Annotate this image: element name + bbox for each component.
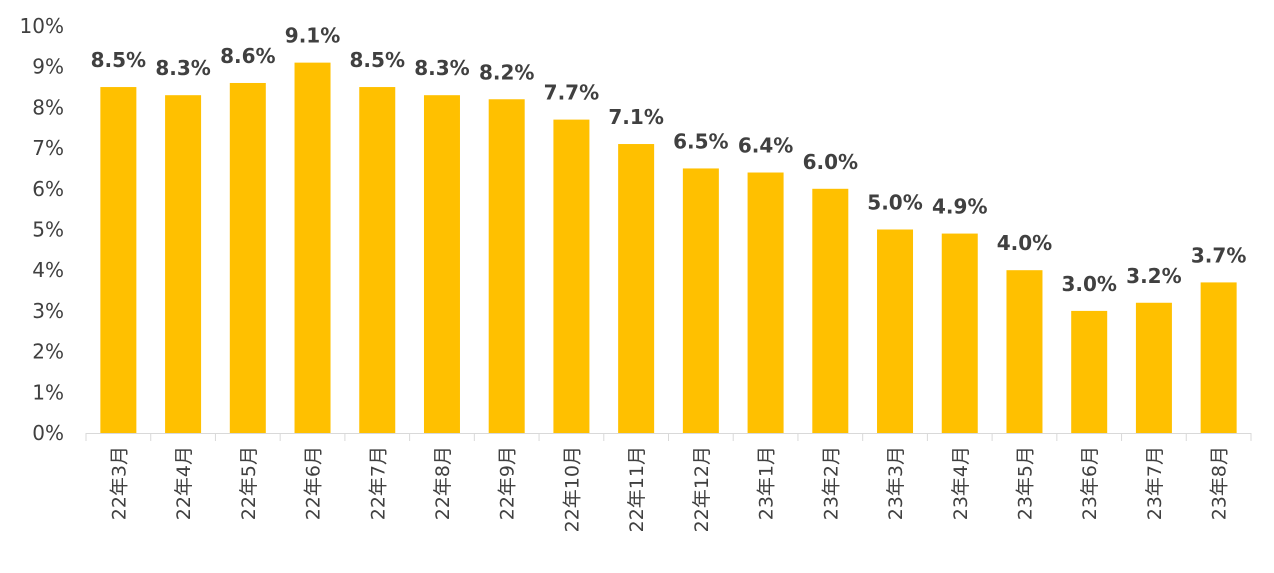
- x-tick-label: 23年2月: [820, 446, 842, 520]
- x-tick-label: 23年4月: [950, 446, 972, 520]
- x-axis-labels: 22年3月 22年4月 22年5月 22年6月 22年7月 22年8月 22年9月 22年10…: [108, 446, 1230, 532]
- bar: [1071, 310, 1108, 433]
- y-tick-label: 5%: [32, 218, 64, 242]
- x-tick-label: 23年7月: [1144, 446, 1166, 520]
- x-axis: [85, 433, 1252, 441]
- data-label: 4.0%: [997, 231, 1052, 255]
- bar: [747, 172, 784, 433]
- bar: [877, 229, 914, 433]
- bar: [1200, 282, 1237, 433]
- x-tick-label: 22年9月: [497, 446, 519, 520]
- bar: [100, 87, 137, 434]
- data-label: 8.3%: [414, 56, 469, 80]
- bar: [229, 82, 266, 433]
- x-tick-label: 22年10月: [561, 446, 583, 532]
- bar: [812, 188, 849, 433]
- y-tick-label: 2%: [32, 340, 64, 364]
- bar: [423, 95, 460, 433]
- bar: [165, 95, 202, 433]
- data-label: 8.2%: [479, 60, 534, 84]
- y-tick-label: 8%: [32, 95, 64, 119]
- x-tick-label: 22年4月: [173, 446, 195, 520]
- x-tick-label: 23年6月: [1079, 446, 1101, 520]
- bar: [488, 99, 525, 433]
- bar: [359, 87, 396, 434]
- data-label: 3.7%: [1191, 243, 1246, 267]
- y-tick-label: 9%: [32, 55, 64, 79]
- x-tick-label: 22年12月: [691, 446, 713, 532]
- y-tick-label: 4%: [32, 258, 64, 282]
- data-label: 8.3%: [155, 56, 210, 80]
- y-tick-label: 1%: [32, 380, 64, 404]
- data-label: 5.0%: [867, 191, 922, 215]
- data-label: 7.1%: [608, 105, 663, 129]
- data-labels: 8.5% 8.3% 8.6% 9.1% 8.5% 8.3% 8.2% 7.7% 7.1% 6.5%…: [91, 24, 1247, 296]
- data-label: 8.6%: [220, 44, 275, 68]
- y-axis-labels: 0% 1% 2% 3% 4% 5% 6% 7% 8% 9% 10%: [20, 14, 64, 445]
- x-tick-label: 23年8月: [1209, 446, 1231, 520]
- y-tick-label: 3%: [32, 299, 64, 323]
- x-tick-label: 22年5月: [238, 446, 260, 520]
- x-tick-label: 22年11月: [626, 446, 648, 532]
- bar: [553, 119, 590, 434]
- x-tick-label: 23年5月: [1014, 446, 1036, 520]
- bar: [941, 233, 978, 433]
- y-tick-label: 7%: [32, 136, 64, 160]
- data-label: 7.7%: [544, 81, 599, 105]
- bars: [100, 62, 1237, 434]
- data-label: 6.0%: [803, 150, 858, 174]
- bar: [618, 144, 655, 433]
- x-tick-label: 22年6月: [303, 446, 325, 520]
- x-tick-label: 22年8月: [432, 446, 454, 520]
- bar: [682, 168, 719, 433]
- y-tick-label: 0%: [32, 421, 64, 445]
- x-tick-label: 22年3月: [108, 446, 130, 520]
- data-label: 4.9%: [932, 195, 987, 219]
- x-tick-label: 23年1月: [756, 446, 778, 520]
- data-label: 6.4%: [738, 134, 793, 158]
- data-label: 3.0%: [1061, 272, 1116, 296]
- data-label: 9.1%: [285, 24, 340, 48]
- data-label: 6.5%: [673, 129, 728, 153]
- data-label: 3.2%: [1126, 264, 1181, 288]
- bar: [294, 62, 331, 433]
- bar: [1006, 270, 1043, 433]
- x-tick-label: 22年7月: [367, 446, 389, 520]
- data-label: 8.5%: [350, 48, 405, 72]
- bar: [1135, 302, 1172, 433]
- y-tick-label: 10%: [20, 14, 64, 38]
- data-label: 8.5%: [91, 48, 146, 72]
- y-tick-label: 6%: [32, 177, 64, 201]
- x-tick-label: 23年3月: [885, 446, 907, 520]
